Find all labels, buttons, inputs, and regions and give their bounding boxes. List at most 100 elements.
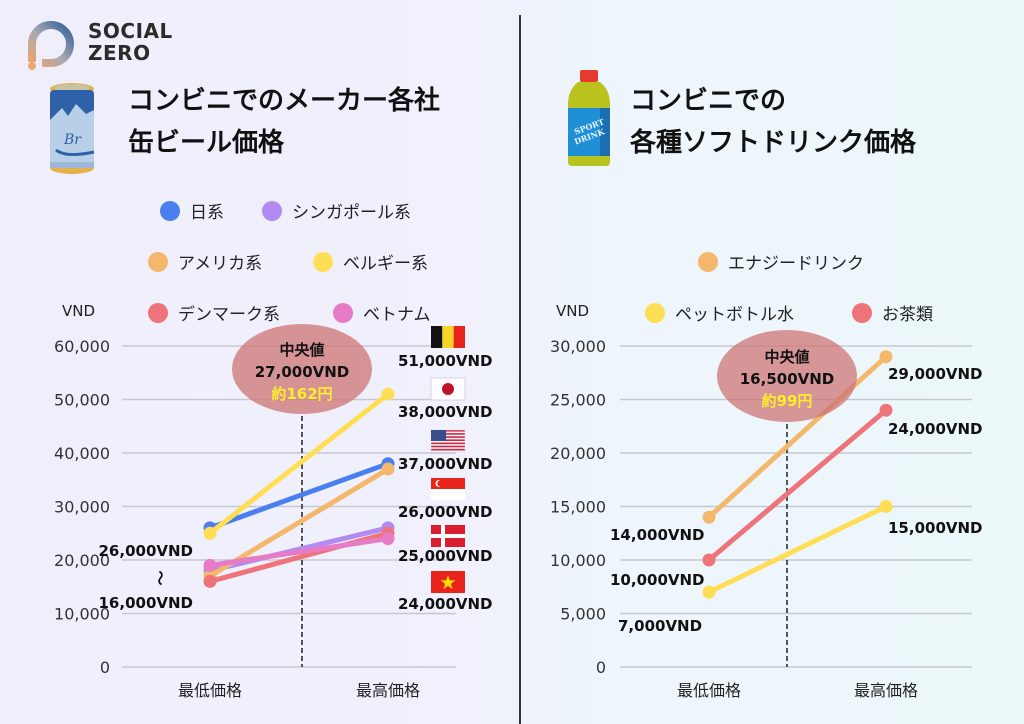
series-line bbox=[706, 407, 889, 563]
brand-line2: ZERO bbox=[88, 41, 151, 65]
left-panel-title: コンビニでのメーカー各社 缶ビール価格 bbox=[128, 80, 440, 164]
flag-stripe bbox=[431, 430, 465, 432]
y-tick-label: 60,000 bbox=[54, 337, 110, 356]
data-point-max bbox=[381, 532, 395, 546]
series-ベトナム bbox=[203, 532, 395, 572]
legend-item-usa: アメリカ系 bbox=[148, 249, 262, 274]
series-line bbox=[207, 461, 391, 531]
legend-label: ベトナム bbox=[363, 305, 431, 325]
median-label: 中央値 bbox=[279, 341, 324, 359]
series-デンマーク系 bbox=[203, 526, 395, 588]
series-ペットボトル水 bbox=[702, 500, 893, 599]
left-title-line1: コンビニでのメーカー各社 bbox=[128, 86, 441, 116]
legend-item-singapore: シンガポール系 bbox=[262, 198, 411, 223]
y-tick-label: 10,000 bbox=[550, 551, 606, 570]
flag-stripe bbox=[442, 326, 454, 348]
x-tick-label-min: 最低価格 bbox=[677, 681, 741, 700]
data-point-max bbox=[381, 462, 395, 476]
min-range-label-top: 26,000VND bbox=[99, 542, 194, 560]
y-tick-label: 20,000 bbox=[54, 551, 110, 570]
min-price-label: 7,000VND bbox=[618, 617, 702, 635]
max-price-label: 24,000VND bbox=[888, 420, 983, 438]
flag-stripe bbox=[431, 326, 443, 348]
y-tick-label: 25,000 bbox=[550, 391, 606, 410]
x-tick-label-max: 最高価格 bbox=[356, 681, 420, 700]
median-yen: 約162円 bbox=[271, 385, 332, 403]
usa-flag-icon bbox=[430, 429, 466, 453]
max-price-label: 25,000VND bbox=[398, 547, 493, 565]
flag-stripe bbox=[431, 442, 465, 445]
y-tick-label: 30,000 bbox=[54, 498, 110, 517]
flag-stripe bbox=[431, 433, 465, 435]
max-price-label: 15,000VND bbox=[888, 519, 983, 537]
legend-dot bbox=[262, 200, 282, 221]
data-point-min bbox=[203, 526, 217, 540]
legend-label: エナジードリンク bbox=[728, 254, 864, 274]
flag-star bbox=[440, 575, 456, 590]
y-tick-label: 40,000 bbox=[54, 444, 110, 463]
legend-label: シンガポール系 bbox=[292, 203, 411, 223]
brand-line1: SOCIAL bbox=[88, 19, 173, 43]
y-tick-label: 0 bbox=[596, 658, 606, 677]
left-y-unit: VND bbox=[62, 302, 96, 320]
series-お茶類 bbox=[702, 403, 893, 567]
y-tick-label: 50,000 bbox=[54, 391, 110, 410]
min-price-label: 10,000VND bbox=[610, 571, 705, 589]
legend-dot bbox=[313, 251, 333, 272]
legend-dot bbox=[852, 302, 872, 323]
max-price-label: 51,000VND bbox=[398, 352, 493, 370]
legend-label: 日系 bbox=[190, 203, 224, 223]
svg-text:Br: Br bbox=[63, 132, 82, 148]
legend-item-tea: お茶類 bbox=[852, 300, 933, 325]
flag-cross-h bbox=[431, 534, 465, 538]
y-tick-label: 20,000 bbox=[550, 444, 606, 463]
y-tick-label: 15,000 bbox=[550, 498, 606, 517]
data-point-max bbox=[381, 387, 395, 401]
right-title-line2: 各種ソフトドリンク価格 bbox=[630, 128, 917, 158]
series-line bbox=[207, 525, 391, 574]
data-point-max bbox=[879, 500, 893, 513]
series-line bbox=[706, 354, 889, 520]
max-price-label: 26,000VND bbox=[398, 503, 493, 521]
series-エナジードリンク bbox=[702, 350, 893, 524]
y-tick-label: 10,000 bbox=[54, 605, 110, 624]
legend-item-energy-drink: エナジードリンク bbox=[698, 249, 864, 274]
median-value: 16,500VND bbox=[740, 370, 835, 388]
series-line bbox=[207, 536, 391, 568]
flag-stripe bbox=[431, 439, 465, 441]
right-title-line1: コンビニでの bbox=[630, 86, 787, 116]
data-point-max bbox=[879, 350, 893, 364]
panel-divider bbox=[519, 15, 521, 724]
median-label: 中央値 bbox=[764, 348, 809, 366]
left-title-line2: 缶ビール価格 bbox=[128, 128, 285, 158]
right-panel-title: コンビニでの 各種ソフトドリンク価格 bbox=[630, 80, 916, 164]
data-point-min bbox=[702, 585, 716, 599]
singapore-flag-icon bbox=[431, 478, 465, 500]
legend-label: デンマーク系 bbox=[178, 305, 280, 325]
legend-dot bbox=[698, 251, 718, 272]
max-price-label: 37,000VND bbox=[398, 455, 493, 473]
series-line bbox=[706, 504, 889, 595]
flag-stripe bbox=[431, 448, 465, 451]
flag-moon-cut bbox=[437, 480, 444, 487]
beer-can-icon: Br bbox=[50, 83, 95, 174]
max-price-label: 38,000VND bbox=[398, 403, 493, 421]
legend-label: ベルギー系 bbox=[343, 254, 428, 274]
logo-ring-icon bbox=[28, 21, 74, 70]
legend-item-belgium: ベルギー系 bbox=[313, 249, 428, 274]
vietnam-flag-icon bbox=[431, 571, 465, 593]
legend-dot bbox=[148, 302, 168, 323]
max-price-label: 29,000VND bbox=[888, 365, 983, 383]
max-price-label: 24,000VND bbox=[398, 595, 493, 613]
data-point-max bbox=[879, 403, 893, 417]
flag-stripe bbox=[431, 445, 465, 448]
flag-top bbox=[431, 478, 465, 489]
right-y-unit: VND bbox=[556, 302, 590, 320]
flag-canton bbox=[431, 430, 446, 441]
series-line bbox=[207, 391, 391, 536]
legend-label: アメリカ系 bbox=[178, 254, 263, 274]
soft-drink-price-chart: 0 5,000 10,000 15,000 20,000 25,000 30,000 最低価格… bbox=[550, 330, 972, 700]
min-price-label: 14,000VND bbox=[610, 526, 705, 544]
data-point-min bbox=[702, 510, 716, 524]
flag-stripe bbox=[453, 326, 465, 348]
